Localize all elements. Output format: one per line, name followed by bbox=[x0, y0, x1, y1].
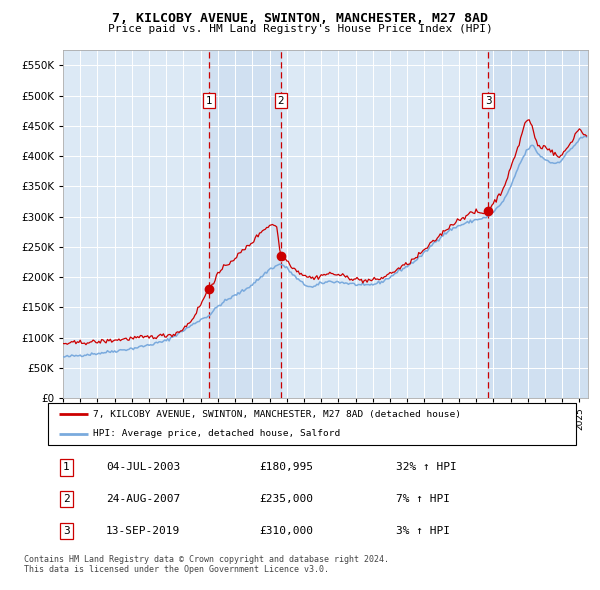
Text: £235,000: £235,000 bbox=[259, 494, 313, 504]
Text: 2: 2 bbox=[63, 494, 70, 504]
Text: 3: 3 bbox=[63, 526, 70, 536]
Text: 13-SEP-2019: 13-SEP-2019 bbox=[106, 526, 181, 536]
Text: 24-AUG-2007: 24-AUG-2007 bbox=[106, 494, 181, 504]
Text: 7, KILCOBY AVENUE, SWINTON, MANCHESTER, M27 8AD (detached house): 7, KILCOBY AVENUE, SWINTON, MANCHESTER, … bbox=[93, 410, 461, 419]
Bar bbox=[488, 50, 588, 398]
Text: 1: 1 bbox=[206, 96, 212, 106]
Text: 7, KILCOBY AVENUE, SWINTON, MANCHESTER, M27 8AD: 7, KILCOBY AVENUE, SWINTON, MANCHESTER, … bbox=[112, 12, 488, 25]
Text: 32% ↑ HPI: 32% ↑ HPI bbox=[397, 463, 457, 473]
Text: 7% ↑ HPI: 7% ↑ HPI bbox=[397, 494, 451, 504]
Text: 1: 1 bbox=[63, 463, 70, 473]
Text: HPI: Average price, detached house, Salford: HPI: Average price, detached house, Salf… bbox=[93, 430, 340, 438]
Text: 2: 2 bbox=[277, 96, 284, 106]
Text: 04-JUL-2003: 04-JUL-2003 bbox=[106, 463, 181, 473]
FancyBboxPatch shape bbox=[48, 403, 576, 445]
Text: 3% ↑ HPI: 3% ↑ HPI bbox=[397, 526, 451, 536]
Text: 3: 3 bbox=[485, 96, 491, 106]
Bar bbox=[209, 50, 281, 398]
Text: £180,995: £180,995 bbox=[259, 463, 313, 473]
Text: Price paid vs. HM Land Registry's House Price Index (HPI): Price paid vs. HM Land Registry's House … bbox=[107, 24, 493, 34]
Text: Contains HM Land Registry data © Crown copyright and database right 2024.
This d: Contains HM Land Registry data © Crown c… bbox=[24, 555, 389, 574]
Text: £310,000: £310,000 bbox=[259, 526, 313, 536]
